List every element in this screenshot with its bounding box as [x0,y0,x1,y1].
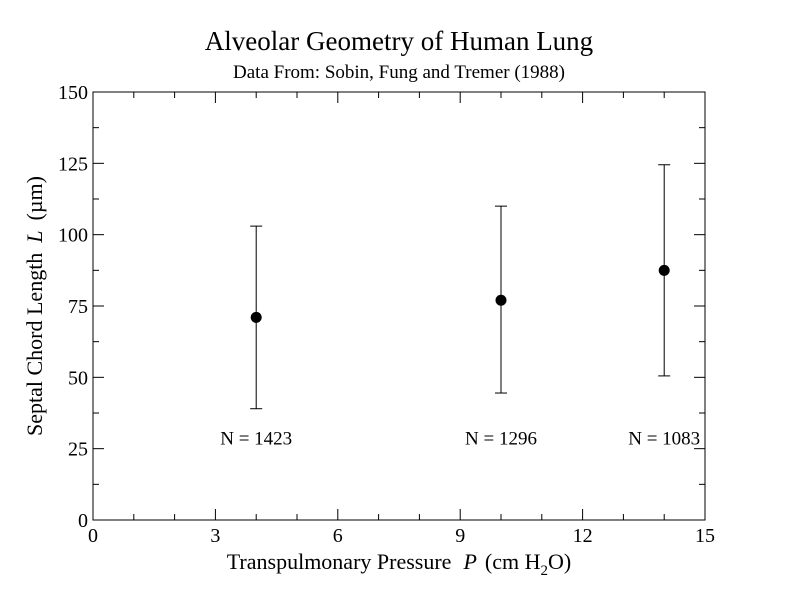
y-axis-title-prefix: Septal Chord Length [22,253,47,436]
x-axis-title-unit-close: O) [548,549,571,574]
y-tick-label: 75 [68,296,88,318]
x-tick-label: 15 [695,525,715,547]
data-point [658,264,670,276]
sample-size-annotation: N = 1083 [628,428,700,449]
y-tick-label: 100 [58,225,88,247]
chart-subtitle: Data From: Sobin, Fung and Tremer (1988) [233,62,565,83]
y-tick-label: 25 [68,439,88,461]
x-axis-title-symbol: P [462,549,476,574]
x-tick-label: 0 [88,525,98,547]
x-tick-label: 12 [573,525,593,547]
y-tick-label: 0 [78,510,88,532]
y-axis-title-symbol: L [22,230,47,243]
y-tick-label: 125 [58,153,88,175]
y-tick-label: 150 [58,82,88,104]
x-tick-label: 3 [210,525,220,547]
x-tick-label: 9 [455,525,465,547]
chart-title: Alveolar Geometry of Human Lung [205,26,593,56]
x-axis-title-prefix: Transpulmonary Pressure [227,549,452,574]
x-axis-title: Transpulmonary Pressure P (cm H2O) [227,549,571,579]
sample-size-annotation: N = 1423 [220,428,292,449]
y-tick-label: 50 [68,367,88,389]
data-point [250,311,262,323]
data-point [495,294,507,306]
x-tick-label: 6 [333,525,343,547]
x-axis-title-unit-open: (cm H [485,549,541,574]
sample-size-annotation: N = 1296 [465,428,537,449]
plot-frame [92,91,706,521]
y-axis-title-unit: (µm) [22,176,47,220]
y-axis-title: Septal Chord Length L (µm) [22,176,47,436]
x-axis-title-unit-sub: 2 [541,563,549,579]
